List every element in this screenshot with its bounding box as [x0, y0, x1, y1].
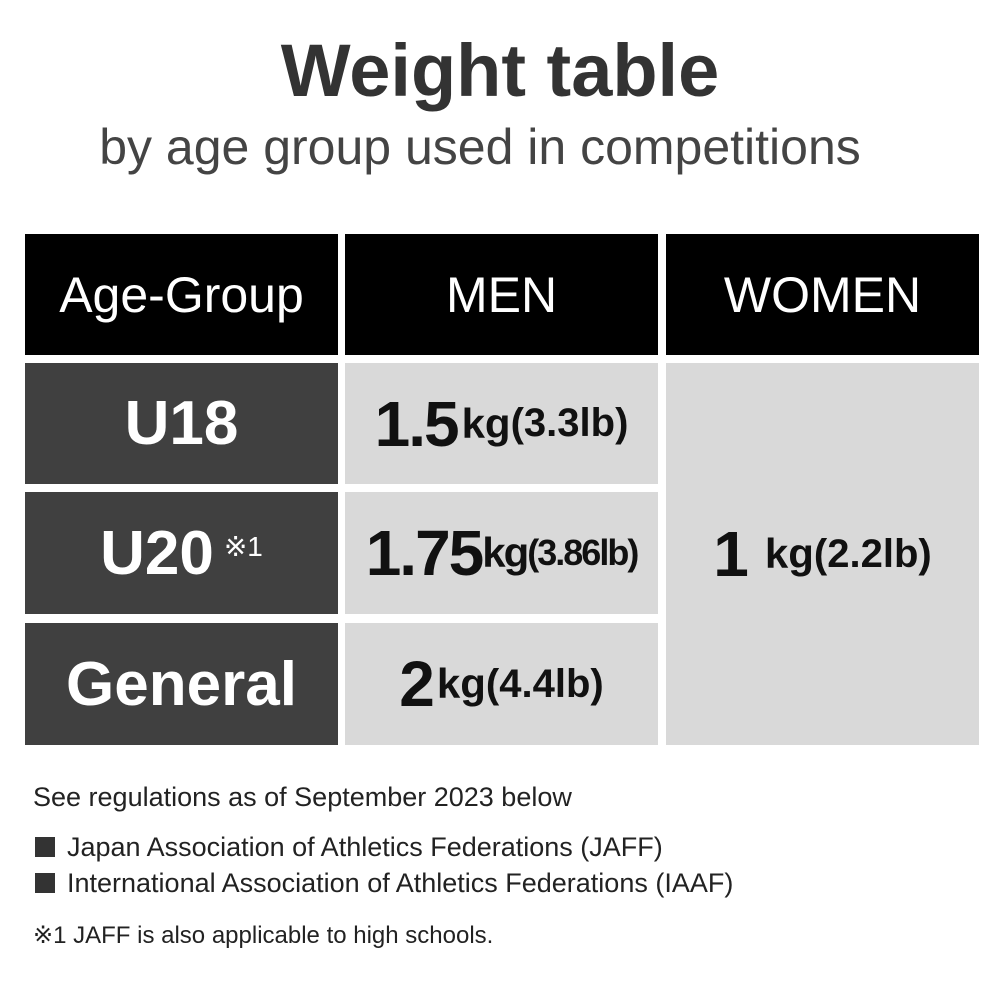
- men-cell: 1.5 kg (3.3lb): [345, 363, 658, 484]
- notes-item: Japan Association of Athletics Federatio…: [35, 832, 663, 863]
- footnote: ※1 JAFF is also applicable to high schoo…: [33, 922, 494, 949]
- column-header: MEN: [345, 234, 658, 355]
- unit: kg: [436, 660, 486, 707]
- alt-weight: (3.3lb): [510, 401, 629, 445]
- amount: 2: [399, 648, 435, 720]
- item-text: International Association of Athletics F…: [67, 868, 734, 898]
- group: U18: [124, 389, 239, 458]
- alt-weight: (2.2lb): [813, 531, 932, 576]
- group-cell: General: [25, 623, 338, 745]
- group-cell: U18: [25, 363, 338, 484]
- group: U20: [100, 518, 214, 588]
- group: General: [66, 649, 297, 719]
- men-cell: 1.75 kg (3.86lb): [345, 492, 658, 614]
- amount: 1.75: [365, 517, 485, 589]
- note-mark: ※1: [223, 531, 263, 562]
- amount: 1: [713, 518, 749, 590]
- alt-weight: (3.86lb): [527, 532, 639, 573]
- men-cell: 2 kg (4.4lb): [345, 623, 658, 745]
- item-text: Japan Association of Athletics Federatio…: [67, 832, 663, 862]
- alt-weight: (4.4lb): [485, 661, 604, 706]
- women-cell: 1 kg (2.2lb): [666, 363, 979, 745]
- group-cell: U20 ※1: [25, 492, 338, 614]
- notes-intro: See regulations as of September 2023 bel…: [33, 782, 572, 812]
- amount: 1.5: [374, 387, 460, 460]
- title: Weight table: [280, 29, 720, 112]
- unit: kg: [461, 399, 511, 447]
- column-header: Age-Group: [25, 234, 338, 355]
- unit: kg: [482, 529, 529, 576]
- column-header: WOMEN: [666, 234, 979, 355]
- bullet: [35, 837, 55, 857]
- unit: kg: [764, 530, 814, 577]
- notes-item: International Association of Athletics F…: [35, 868, 733, 899]
- bullet: [35, 873, 55, 893]
- subtitle: by age group used in competitions: [99, 119, 861, 175]
